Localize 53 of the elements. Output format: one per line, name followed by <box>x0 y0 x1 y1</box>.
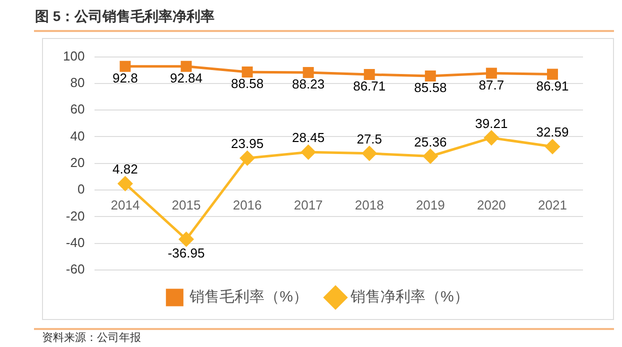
legend-label: 销售毛利率（%） <box>188 288 308 306</box>
x-tick-label: 2021 <box>538 197 567 212</box>
data-label: 87.7 <box>478 77 504 92</box>
point <box>546 68 558 80</box>
x-tick-label: 2018 <box>354 197 384 212</box>
text: 资料来源：公司年报 <box>42 331 142 345</box>
point <box>484 130 499 146</box>
x-tick-label: 2017 <box>294 197 323 212</box>
data-label: 25.36 <box>414 134 447 150</box>
point <box>120 60 131 72</box>
data-label: 88.58 <box>231 76 264 92</box>
y-tick-label: 100 <box>62 48 85 64</box>
x-tick-label: 2020 <box>476 197 506 212</box>
x-tick-label: 2014 <box>110 197 140 212</box>
data-label: 88.23 <box>292 76 325 92</box>
point <box>423 149 438 164</box>
legend-label: 销售净利率（%） <box>350 288 469 306</box>
data-label: 23.95 <box>231 136 264 152</box>
data-label: 4.82 <box>112 162 138 177</box>
y-tick-label: 40 <box>70 128 85 144</box>
y-tick-label: -40 <box>66 234 85 250</box>
point <box>240 150 255 166</box>
chart-title: 图 5：公司销售毛利率净利率 <box>34 8 216 26</box>
y-tick-label: 60 <box>70 102 85 117</box>
data-label: 85.58 <box>414 80 447 96</box>
data-label: 86.71 <box>353 78 386 94</box>
data-label: 86.91 <box>536 78 569 94</box>
y-tick-label: 80 <box>70 75 85 90</box>
point <box>180 60 192 72</box>
point <box>486 68 497 79</box>
data-label: 27.5 <box>356 131 382 146</box>
y-tick-label: -20 <box>66 208 85 224</box>
point <box>364 69 375 80</box>
y-tick-label: -60 <box>66 262 85 277</box>
data-label: 92.8 <box>112 70 138 86</box>
x-tick-label: 2016 <box>232 197 262 212</box>
data-label: 28.45 <box>292 130 325 146</box>
data-label: -36.95 <box>168 245 205 260</box>
data-label: 32.59 <box>536 124 569 140</box>
point <box>242 66 253 78</box>
point <box>301 144 316 160</box>
data-label: 92.84 <box>170 70 203 86</box>
point <box>545 139 560 154</box>
point <box>179 232 194 247</box>
point <box>118 176 132 191</box>
x-tick-label: 2015 <box>172 197 201 212</box>
point <box>302 66 314 78</box>
y-tick-label: 0 <box>77 182 85 197</box>
y-tick-label: 20 <box>70 154 85 170</box>
point <box>424 70 436 82</box>
data-label: 39.21 <box>475 116 508 131</box>
point <box>362 146 377 161</box>
x-tick-label: 2019 <box>416 197 445 212</box>
